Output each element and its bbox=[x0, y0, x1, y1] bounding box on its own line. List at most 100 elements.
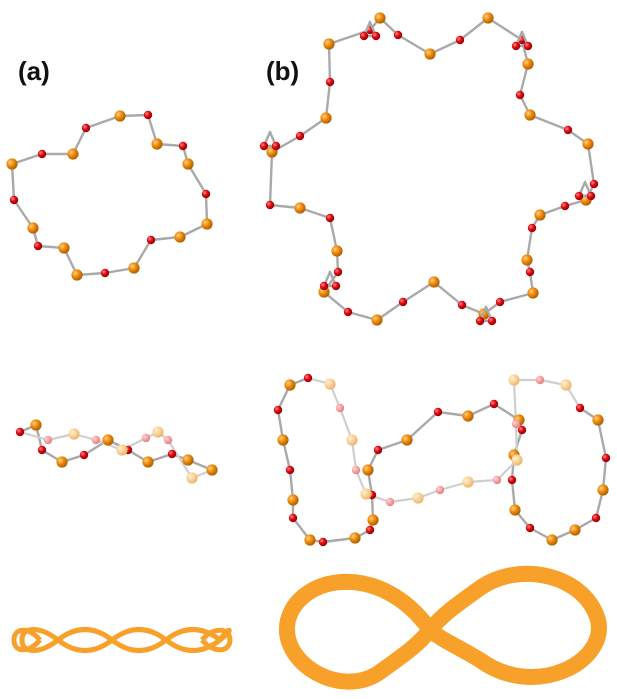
oxygen-atom bbox=[271, 141, 281, 151]
metal-atom bbox=[30, 419, 42, 431]
metal-atom bbox=[331, 245, 343, 257]
oxygen-atom bbox=[333, 267, 343, 277]
metal-atom bbox=[374, 12, 386, 24]
oxygen-atom bbox=[265, 200, 275, 210]
oxygen-atom bbox=[343, 307, 353, 317]
oxygen-atom bbox=[15, 427, 25, 437]
metal-atom bbox=[360, 488, 372, 500]
oxygen-atom bbox=[9, 195, 19, 205]
oxygen-atom bbox=[433, 407, 443, 417]
oxygen-atom bbox=[586, 191, 596, 201]
oxygen-atom bbox=[100, 268, 110, 278]
oxygen-atom bbox=[359, 31, 369, 41]
oxygen-atom bbox=[201, 189, 211, 199]
metal-atom bbox=[56, 456, 68, 468]
oxygen-atom bbox=[273, 405, 283, 415]
bond bbox=[458, 16, 490, 42]
ribbon-b-twisted-loop bbox=[278, 565, 607, 690]
oxygen-atom bbox=[351, 465, 361, 475]
metal-atom bbox=[412, 492, 424, 504]
oxygen-atom bbox=[373, 445, 383, 455]
oxygen-atom bbox=[507, 475, 517, 485]
metal-atom bbox=[371, 314, 383, 326]
metal-atom bbox=[527, 287, 539, 299]
metal-atom bbox=[401, 434, 413, 446]
metal-atom bbox=[151, 138, 163, 150]
metal-atom bbox=[206, 464, 218, 476]
oxygen-atom bbox=[91, 435, 101, 445]
metal-atom bbox=[569, 524, 581, 536]
oxygen-atom bbox=[331, 281, 341, 291]
oxygen-atom bbox=[601, 453, 611, 463]
oxygen-atom bbox=[288, 513, 298, 523]
metal-atom bbox=[521, 254, 533, 266]
oxygen-atom bbox=[591, 513, 601, 523]
oxygen-atom bbox=[81, 123, 91, 133]
metal-atom bbox=[142, 456, 154, 468]
oxygen-atom bbox=[33, 241, 43, 251]
bond bbox=[166, 438, 194, 480]
oxygen-atom bbox=[79, 450, 89, 460]
metal-atom bbox=[367, 514, 379, 526]
oxygen-atom bbox=[589, 179, 599, 189]
metal-atom bbox=[597, 484, 609, 496]
metal-atom bbox=[582, 138, 594, 150]
metal-atom bbox=[277, 434, 289, 446]
metal-atom bbox=[304, 534, 316, 546]
metal-atom bbox=[182, 454, 194, 466]
oxygen-atom bbox=[457, 300, 467, 310]
oxygen-atom bbox=[141, 433, 151, 443]
bond bbox=[327, 42, 332, 84]
metal-atom bbox=[27, 222, 39, 234]
oxygen-atom bbox=[146, 235, 156, 245]
metal-atom bbox=[534, 209, 546, 221]
metal-atom bbox=[174, 231, 186, 243]
oxygen-atom bbox=[574, 191, 584, 201]
bond bbox=[186, 162, 208, 196]
metal-atom bbox=[522, 58, 534, 70]
oxygen-atom bbox=[385, 497, 395, 507]
metal-atom bbox=[320, 112, 332, 124]
panel-label-a: (a) bbox=[18, 56, 50, 86]
metal-atom bbox=[592, 414, 604, 426]
ring-a-side-view bbox=[15, 419, 218, 484]
metal-atom bbox=[152, 426, 164, 438]
metal-atom bbox=[524, 109, 536, 121]
metal-atom bbox=[462, 410, 474, 422]
oxygen-atom bbox=[37, 445, 47, 455]
ring-a-top-view bbox=[6, 110, 213, 281]
bond bbox=[396, 33, 432, 56]
metal-atom bbox=[68, 428, 80, 440]
metal-atom bbox=[287, 494, 299, 506]
oxygen-atom bbox=[259, 141, 269, 151]
oxygen-atom bbox=[575, 403, 585, 413]
oxygen-atom bbox=[475, 316, 485, 326]
bond bbox=[432, 280, 464, 307]
bond bbox=[405, 410, 440, 442]
oxygen-atom bbox=[371, 31, 381, 41]
metal-atom bbox=[349, 532, 361, 544]
ring-b-side-view bbox=[273, 373, 611, 547]
ring-b-top-view bbox=[259, 12, 599, 326]
metal-atom bbox=[323, 38, 335, 50]
metal-atom bbox=[511, 454, 523, 466]
oxygen-atom bbox=[143, 110, 153, 120]
oxygen-atom bbox=[398, 297, 408, 307]
metal-atom bbox=[294, 202, 306, 214]
bond bbox=[486, 16, 524, 42]
bond bbox=[401, 280, 436, 304]
oxygen-atom bbox=[285, 465, 295, 475]
metal-atom bbox=[128, 262, 140, 274]
bond bbox=[528, 113, 570, 132]
metal-atom bbox=[482, 12, 494, 24]
ribbon-a-twisted-loop bbox=[11, 627, 233, 653]
oxygen-atom bbox=[527, 223, 537, 233]
metal-atom bbox=[560, 379, 572, 391]
bond bbox=[324, 80, 332, 120]
bond bbox=[268, 150, 274, 207]
oxygen-atom bbox=[515, 90, 525, 100]
metal-atom bbox=[186, 472, 198, 484]
metal-atom bbox=[424, 48, 436, 60]
oxygen-atom bbox=[535, 375, 545, 385]
oxygen-atom bbox=[489, 399, 499, 409]
